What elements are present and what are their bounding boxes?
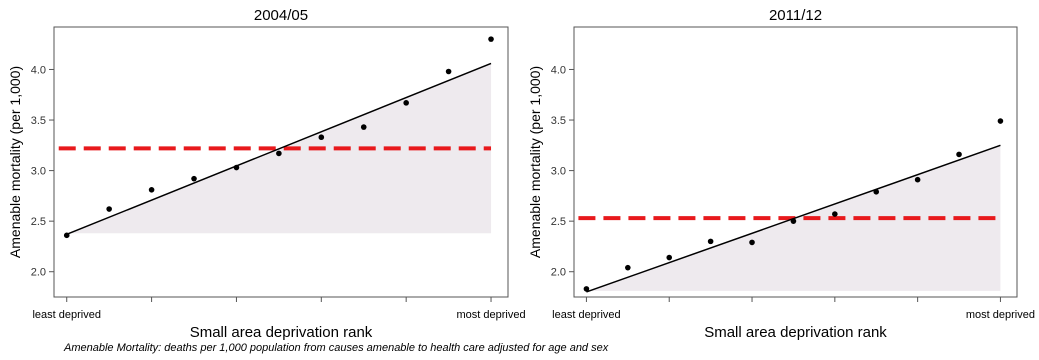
y-tick-label: 2.5: [31, 216, 46, 228]
data-point: [956, 151, 962, 158]
data-point: [148, 187, 155, 193]
footnote: Amenable Mortality: deaths per 1,000 pop…: [64, 342, 609, 354]
y-axis-label: Amenable mortality (per 1,000): [527, 66, 543, 258]
data-point: [106, 206, 112, 212]
y-tick-label: 3.0: [31, 166, 46, 178]
data-point: [63, 232, 70, 239]
y-tick-label: 4.0: [31, 64, 46, 76]
chart-panel-1: 2.0 2.5 3.0 3.5 4.0 least deprived most depriv…: [7, 7, 526, 341]
data-point: [403, 100, 409, 106]
y-tick-label: 3.5: [31, 115, 46, 127]
x-axis-label: Small area deprivation rank: [190, 324, 373, 341]
x-tick-label-first: least deprived: [552, 309, 621, 321]
x-tick-label-last: most deprived: [456, 309, 525, 321]
data-point: [832, 211, 838, 217]
data-point: [666, 254, 673, 261]
x-tick-label-first: least deprived: [32, 309, 101, 321]
data-point: [445, 68, 452, 75]
y-tick-label: 2.0: [31, 267, 46, 279]
chart-title: 2004/05: [254, 7, 308, 24]
data-point: [318, 134, 325, 141]
data-point: [997, 118, 1004, 124]
data-point: [749, 239, 755, 246]
chart-title: 2011/12: [769, 7, 822, 24]
data-point: [488, 36, 494, 42]
y-tick-label: 4.0: [551, 64, 566, 76]
plot-frame: [53, 26, 509, 298]
data-point: [276, 150, 282, 157]
chart-panel-2: 2.0 2.5 3.0 3.5 4.0 least deprived most depriv…: [527, 7, 1035, 341]
fit-line: [66, 62, 492, 235]
x-axis-label: Small area deprivation rank: [704, 324, 887, 341]
data-point: [625, 264, 631, 271]
y-tick-label: 3.0: [551, 166, 566, 178]
data-point: [583, 286, 590, 292]
y-axis-label: Amenable mortality (per 1,000): [7, 66, 23, 258]
x-tick-label-last: most deprived: [966, 309, 1035, 321]
data-point: [360, 124, 367, 130]
y-tick-label: 2.5: [551, 216, 566, 228]
data-point: [873, 189, 880, 195]
y-tick-label: 3.5: [551, 115, 566, 127]
data-point: [790, 218, 797, 224]
data-point: [914, 176, 921, 183]
data-point: [707, 238, 714, 245]
y-tick-label: 2.0: [551, 267, 566, 279]
data-point: [233, 164, 240, 171]
data-point: [191, 175, 197, 182]
plot-frame: [573, 26, 1018, 298]
